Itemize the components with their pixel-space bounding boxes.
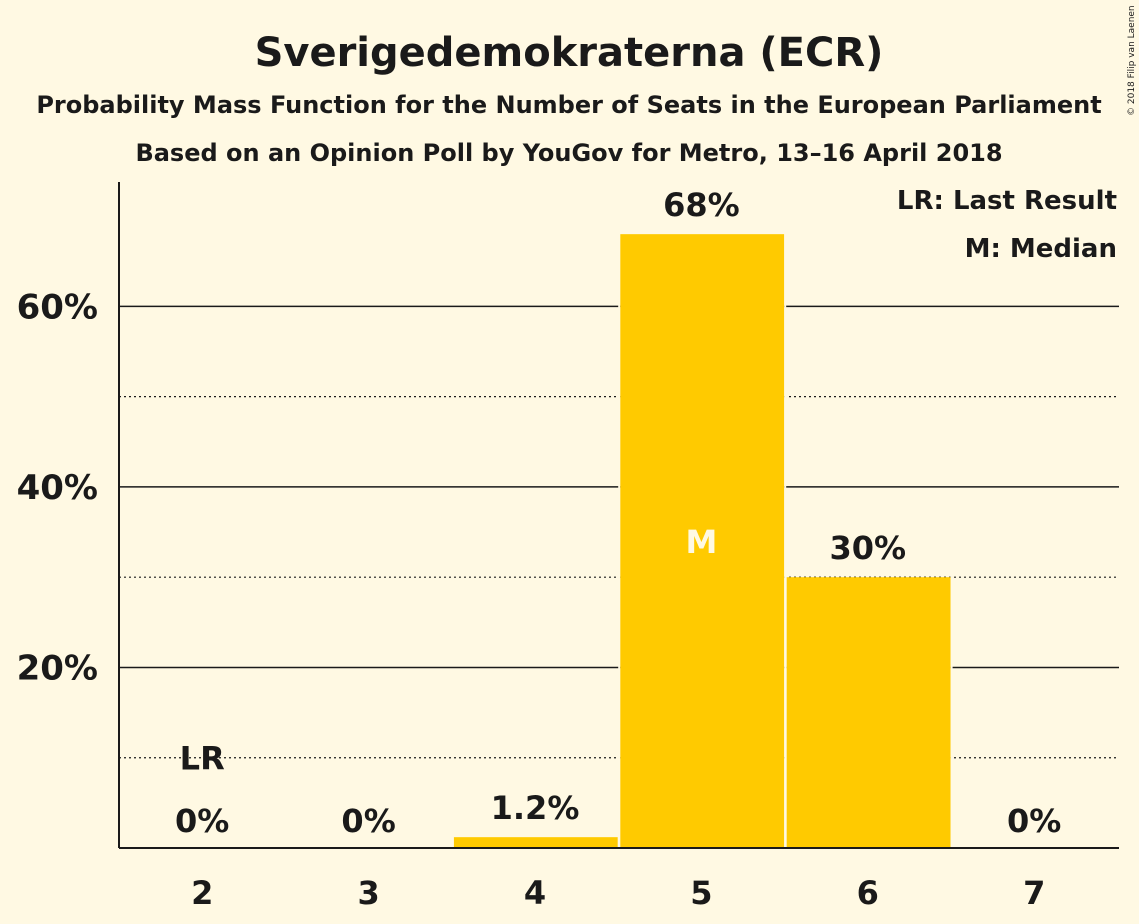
bar-separator [784,576,787,848]
bar-separator [784,233,787,848]
bar-separator [950,576,953,848]
data-label-7: 0% [1007,802,1061,840]
copyright-text: © 2018 Filip van Laenen [1127,5,1137,116]
y-tick-label: 20% [17,648,98,688]
x-tick-label: 2 [191,874,213,912]
legend-last-result: LR: Last Result [897,186,1117,216]
x-tick-label: 5 [690,874,712,912]
bars [451,233,953,848]
bar-6 [786,577,951,848]
x-tick-label: 6 [857,874,879,912]
x-tick-label: 3 [357,874,379,912]
x-tick-label: 4 [524,874,546,912]
bar-4 [453,837,618,848]
y-tick-label: 60% [17,287,98,327]
data-label-6: 30% [830,529,907,567]
last-result-marker: LR [180,740,225,778]
axes [118,182,1119,849]
chart-subtitle: Probability Mass Function for the Number… [36,91,1101,119]
bar-separator [618,233,621,848]
legend-median: M: Median [965,234,1117,264]
bar-separator [451,836,454,848]
chart-title: Sverigedemokraterna (ECR) [255,30,884,76]
data-label-3: 0% [341,802,395,840]
bar-5 [620,234,785,848]
data-label-4: 1.2% [491,789,580,827]
y-tick-label: 40% [17,468,98,508]
data-label-2: 0% [175,802,229,840]
chart-subtitle-poll: Based on an Opinion Poll by YouGov for M… [135,139,1002,167]
median-marker: M [685,523,717,561]
data-label-5: 68% [663,186,740,224]
x-tick-label: 7 [1023,874,1045,912]
